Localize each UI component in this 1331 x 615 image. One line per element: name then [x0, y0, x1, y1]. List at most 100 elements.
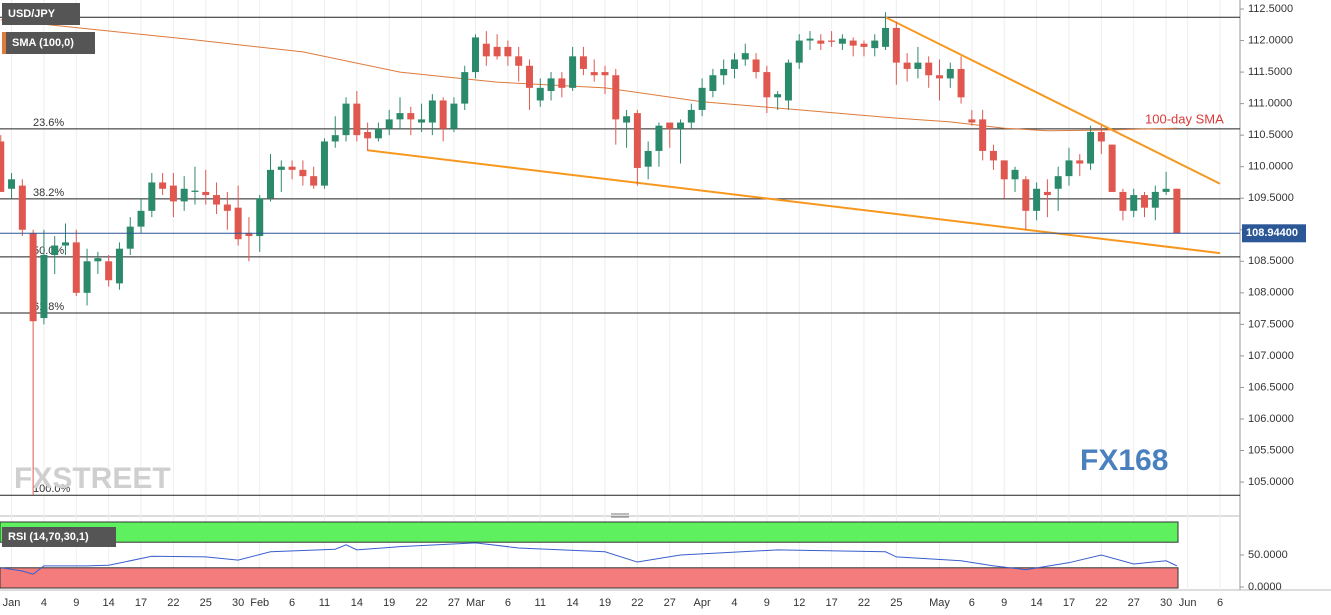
candle-body [180, 188, 188, 202]
x-tick-label: 25 [890, 597, 902, 609]
x-tick-label: 6 [1217, 597, 1223, 609]
candle-body [83, 261, 91, 293]
candle-body [838, 38, 846, 44]
fib-label: 100.0% [33, 483, 71, 495]
candle-body [493, 46, 501, 57]
candle-body [795, 40, 803, 63]
candle-body [72, 242, 80, 293]
x-tick-label: 14 [103, 597, 115, 609]
candle-body [191, 190, 199, 192]
candle-body [1022, 179, 1030, 211]
candle-body [0, 141, 5, 192]
candle-body [989, 150, 997, 161]
candle-body [1043, 191, 1051, 196]
candle-body [558, 78, 566, 88]
legend-title: USD/JPY [8, 8, 56, 20]
x-tick-label: Jun [1179, 597, 1197, 609]
candle-body [860, 43, 868, 47]
candle-body [935, 75, 943, 79]
candle-body [8, 179, 16, 189]
x-tick-label: Mar [466, 597, 485, 609]
candle-body [806, 38, 814, 41]
candle-body [331, 135, 339, 142]
x-tick-label: 4 [731, 597, 737, 609]
x-tick-label: 22 [415, 597, 427, 609]
candle-body [569, 56, 577, 88]
candle-body [353, 103, 361, 136]
last-price-label: 108.94400 [1246, 227, 1298, 239]
rsi-line [0, 542, 1178, 575]
candle-body [105, 261, 113, 281]
fib-label: 50.0% [33, 245, 64, 257]
candle-body [741, 53, 749, 60]
y-tick-label: 108.5000 [1248, 255, 1294, 267]
y-tick-label: 105.0000 [1248, 476, 1294, 488]
candle-body [666, 122, 674, 129]
x-tick-label: 22 [858, 597, 870, 609]
annotation: 100-day SMA [1145, 111, 1224, 126]
legend-swatch [2, 32, 6, 54]
x-tick-label: 19 [599, 597, 611, 609]
x-tick-label: 9 [764, 597, 770, 609]
x-tick-label: 17 [825, 597, 837, 609]
x-tick-label: 30 [1160, 597, 1172, 609]
candle-body [364, 132, 372, 139]
x-tick-label: 19 [383, 597, 395, 609]
y-tick-label: 110.0000 [1248, 161, 1293, 173]
legend-box [2, 527, 116, 547]
candle-body [267, 169, 275, 199]
y-tick-label: 111.0000 [1248, 98, 1292, 110]
x-tick-label: 17 [135, 597, 147, 609]
candle-body [40, 254, 48, 319]
x-tick-label: 9 [1001, 597, 1007, 609]
candle-body [396, 113, 404, 120]
x-tick-label: 11 [319, 597, 330, 609]
candle-body [277, 166, 285, 170]
candle-body [320, 141, 328, 186]
candle-body [828, 40, 836, 42]
x-tick-label: 30 [232, 597, 244, 609]
candle-body [763, 72, 771, 98]
x-tick-label: 6 [289, 597, 295, 609]
candle-body [871, 40, 879, 49]
x-tick-label: 14 [351, 597, 363, 609]
candle-body [29, 232, 37, 322]
x-tick-label: 14 [1030, 597, 1042, 609]
fib-label: 38.2% [33, 187, 64, 199]
candle-body [633, 113, 641, 168]
candle-body [342, 103, 350, 136]
candle-body [892, 27, 900, 63]
x-tick-label: 9 [73, 597, 79, 609]
candle-body [612, 75, 620, 120]
candle-body [817, 40, 825, 44]
candle-body [709, 75, 717, 92]
candle-body [61, 242, 69, 246]
candle-body [601, 72, 609, 76]
candle-body [515, 56, 523, 66]
candle-body [655, 125, 663, 151]
candle-body [623, 116, 631, 123]
candle-body [687, 109, 695, 123]
watermark: FX168 [1080, 444, 1168, 477]
candle-body [1054, 176, 1062, 189]
y-tick-label: 112.5000 [1248, 3, 1293, 15]
x-tick-label: 6 [505, 597, 511, 609]
candle-body [450, 103, 458, 129]
candle-body [1065, 160, 1073, 177]
candle-body [234, 207, 242, 240]
candle-body [169, 185, 177, 202]
x-tick-label: 11 [535, 597, 546, 609]
candle-body [1000, 160, 1008, 180]
candle-body [903, 62, 911, 69]
plot: Jan 4 9 14 17 22 25 30 Feb 6 11 14 19 22 27 Mar 6 11 14 19 2… [0, 0, 1306, 609]
y-tick-label: 106.0000 [1248, 413, 1294, 425]
candle-body [439, 100, 447, 129]
candle-body [968, 119, 976, 123]
y-tick-label: 112.0000 [1248, 34, 1293, 46]
x-tick-label: 22 [631, 597, 643, 609]
candle-body [256, 198, 264, 237]
candle-body [547, 78, 555, 92]
